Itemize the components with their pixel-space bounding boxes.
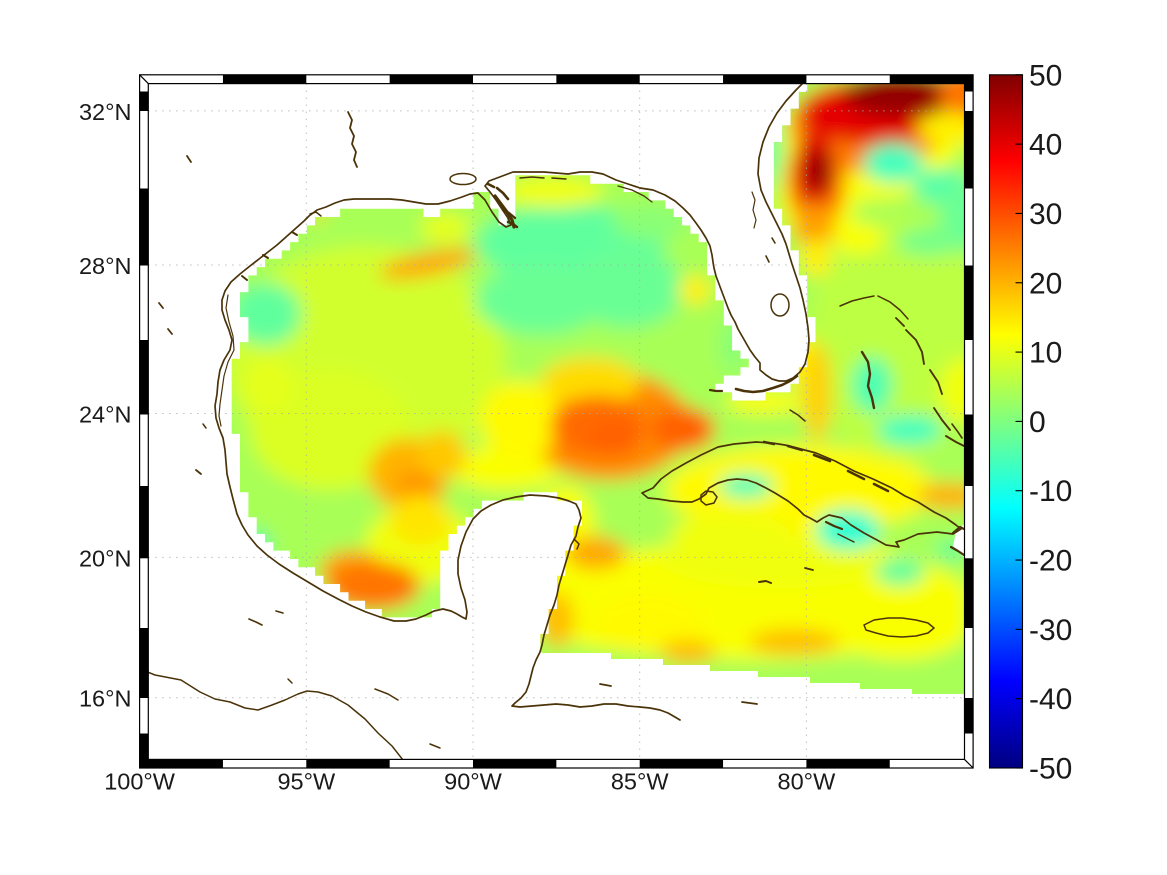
svg-text:80°W: 80°W: [778, 769, 837, 795]
svg-text:-40: -40: [1029, 683, 1072, 716]
svg-text:0: 0: [1029, 406, 1046, 439]
svg-text:20: 20: [1029, 267, 1062, 300]
svg-text:90°W: 90°W: [444, 769, 503, 795]
svg-text:-50: -50: [1029, 753, 1072, 786]
svg-text:32°N: 32°N: [79, 99, 132, 125]
svg-text:10: 10: [1029, 337, 1062, 370]
svg-text:40: 40: [1029, 129, 1062, 162]
svg-text:50: 50: [1029, 59, 1062, 92]
svg-text:-30: -30: [1029, 614, 1072, 647]
svg-text:-10: -10: [1029, 475, 1072, 508]
svg-text:24°N: 24°N: [79, 402, 132, 428]
svg-text:100°W: 100°W: [104, 769, 176, 795]
svg-text:20°N: 20°N: [79, 545, 132, 571]
svg-text:-20: -20: [1029, 545, 1072, 578]
svg-text:28°N: 28°N: [79, 253, 132, 279]
svg-text:16°N: 16°N: [79, 686, 132, 712]
svg-text:30: 30: [1029, 198, 1062, 231]
svg-text:85°W: 85°W: [611, 769, 670, 795]
svg-text:95°W: 95°W: [277, 769, 336, 795]
